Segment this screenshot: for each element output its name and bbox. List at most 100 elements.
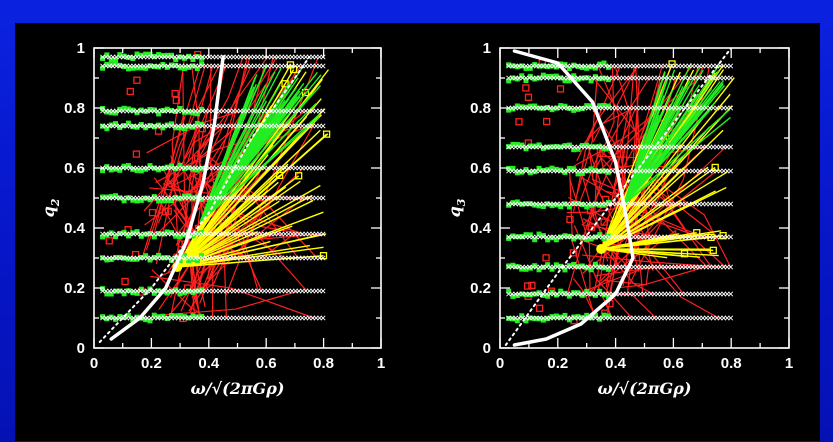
green-point-marker: [510, 262, 516, 268]
green-point-marker: [125, 54, 131, 60]
green-point-marker: [558, 314, 564, 320]
green-point-marker: [121, 229, 127, 235]
green-point-marker: [532, 169, 538, 175]
green-point-marker: [100, 56, 106, 62]
green-point-marker: [575, 314, 581, 320]
green-point-marker: [514, 234, 520, 240]
green-point-marker: [113, 60, 119, 66]
yellow-trajectory-line: [177, 234, 318, 268]
x-tick-label: 0.8: [313, 355, 334, 372]
green-point-marker: [575, 146, 581, 152]
green-point-marker: [194, 66, 200, 72]
green-point-marker: [597, 103, 603, 109]
red-point-marker: [105, 237, 113, 245]
green-point-marker: [100, 314, 106, 320]
green-point-marker: [506, 78, 512, 84]
green-point-marker: [549, 235, 555, 241]
red-trajectory-line: [613, 146, 626, 189]
green-point-marker: [173, 255, 179, 261]
green-point-marker: [104, 126, 110, 132]
y-axis-title: q3: [445, 198, 468, 217]
yellow-trajectory-line: [601, 248, 701, 258]
green-point-marker: [536, 63, 542, 69]
initial-point-marker: [728, 105, 734, 111]
green-point-marker: [181, 66, 187, 72]
red-point-marker: [524, 93, 533, 101]
green-point-marker: [186, 64, 192, 70]
green-point-marker: [194, 231, 200, 237]
initial-point-marker: [320, 108, 326, 114]
green-point-marker: [566, 233, 572, 239]
green-point-marker: [553, 73, 559, 79]
y-tick-label: 0.8: [64, 100, 85, 117]
initial-point-marker: [320, 63, 326, 69]
green-point-marker: [549, 165, 555, 171]
red-trajectory-line: [183, 65, 227, 238]
yellow-trajectory-line: [177, 240, 271, 268]
x-tick-label: 0.2: [547, 355, 568, 372]
green-point-marker: [117, 167, 123, 173]
green-point-marker: [134, 65, 140, 71]
x-tick-label: 0.6: [663, 355, 684, 372]
red-trajectory-line: [171, 56, 186, 255]
red-trajectory-line: [584, 65, 638, 143]
green-point-marker: [588, 236, 594, 242]
initial-point-marker: [320, 123, 326, 129]
green-point-marker: [143, 231, 149, 237]
green-point-marker: [584, 265, 590, 271]
green-point-marker: [545, 201, 551, 207]
green-point-marker: [605, 266, 611, 272]
green-point-marker: [156, 288, 162, 294]
green-point-marker: [190, 110, 196, 116]
red-trajectory-line: [196, 125, 225, 153]
yellow-trajectory-line: [176, 107, 295, 268]
yellow-point-marker: [709, 246, 717, 254]
green-point-marker: [100, 234, 106, 240]
yellow-trajectory-line: [601, 234, 724, 250]
green-point-marker: [177, 195, 183, 201]
x-tick-label: 0.8: [721, 355, 742, 372]
green-point-marker: [156, 198, 162, 204]
green-point-marker: [536, 165, 542, 171]
green-point-marker: [113, 234, 119, 240]
red-point-marker: [569, 249, 578, 257]
green-point-marker: [553, 262, 559, 268]
green-point-marker: [562, 312, 568, 318]
green-point-marker: [601, 60, 607, 66]
green-point-marker: [605, 146, 611, 152]
red-trajectory-line: [153, 110, 186, 236]
green-point-marker: [125, 66, 131, 72]
chart-panel-left: 0 0.2 0.4 0.6 0.8 1 0 0.2 0.4 0.6 0.8 1 ω/√(2πGρ) q2: [39, 40, 385, 398]
initial-point-marker: [728, 315, 734, 321]
y-axis-title: q2: [39, 198, 62, 217]
green-point-marker: [160, 255, 166, 261]
green-point-marker: [117, 52, 123, 58]
initial-point-marker: [728, 234, 734, 240]
green-point-marker: [523, 167, 529, 173]
red-trajectory-line: [597, 65, 620, 151]
green-trajectory-line: [623, 70, 720, 205]
green-point-marker: [125, 195, 131, 201]
red-point-marker: [600, 218, 608, 226]
red-trajectory-line: [604, 266, 706, 286]
green-point-marker: [160, 107, 166, 113]
green-point-marker: [514, 142, 520, 148]
red-point-marker: [164, 207, 172, 215]
initial-point-marker: [320, 231, 326, 237]
red-point-marker: [515, 118, 523, 126]
green-point-marker: [584, 75, 590, 81]
green-point-marker: [579, 65, 585, 71]
green-trajectory-line: [623, 69, 704, 205]
green-point-marker: [519, 142, 525, 148]
red-trajectory-line: [175, 56, 251, 246]
yellow-point-marker: [322, 130, 331, 138]
yellow-trajectory-line: [600, 105, 733, 250]
red-point-marker: [556, 85, 565, 93]
x-tick-label: 0.4: [605, 355, 627, 372]
x-tick-label: 0: [496, 355, 504, 372]
green-point-marker: [108, 230, 114, 236]
green-point-marker: [536, 203, 542, 209]
red-trajectory-line: [189, 125, 252, 313]
red-point-marker: [543, 117, 551, 126]
red-point-marker: [542, 254, 550, 262]
